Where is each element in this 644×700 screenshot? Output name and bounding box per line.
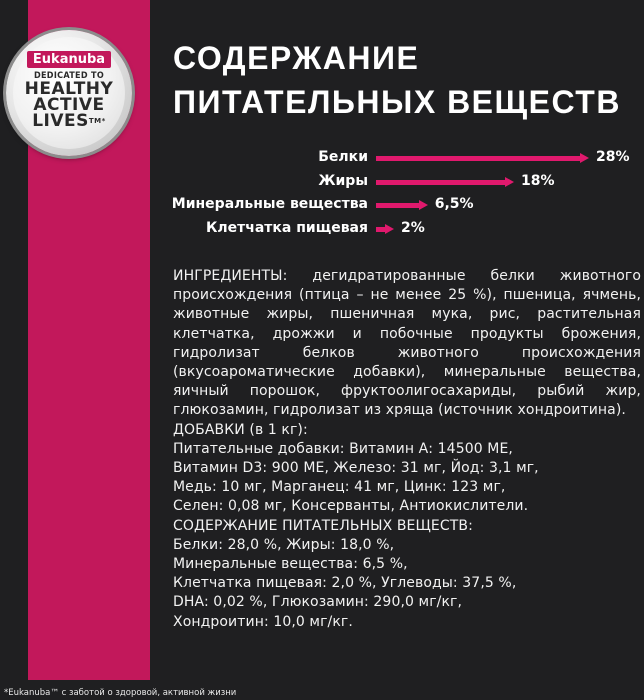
eukanuba-badge-logo: Eukanuba DEDICATED TO HEALTHY ACTIVE LIV… <box>6 30 132 156</box>
title-line1: СОДЕРЖАНИЕ <box>173 40 420 76</box>
nutrient-value: 2% <box>401 219 425 236</box>
additives-list: ДОБАВКИ (в 1 кг): Питательные добавки: Ви… <box>173 421 641 632</box>
nutrient-label: Жиры <box>318 172 368 189</box>
additives-line: Медь: 10 мг, Марганец: 41 мг, Цинк: 123 … <box>173 479 506 496</box>
title-line2: ПИТАТЕЛЬНЫХ ВЕЩЕСТВ <box>173 84 621 120</box>
additives-line: Белки: 28,0 %, Жиры: 18,0 %, <box>173 536 395 553</box>
additives-line: DHA: 0,02 %, Глюкозамин: 290,0 мг/кг, <box>173 594 463 611</box>
nutrient-row: Белки 28% <box>0 148 644 168</box>
badge-mark: TM* <box>88 117 106 125</box>
nutrient-bar <box>376 156 580 161</box>
ingredients-paragraph: ИНГРЕДИЕНТЫ: дегидратированные белки жив… <box>173 268 641 419</box>
additives-line: СОДЕРЖАНИЕ ПИТАТЕЛЬНЫХ ВЕЩЕСТВ: <box>173 517 473 534</box>
badge-line3: LIVES <box>32 111 89 131</box>
page-title: СОДЕРЖАНИЕ ПИТАТЕЛЬНЫХ ВЕЩЕСТВ <box>173 36 621 124</box>
additives-line: Хондроитин: 10,0 мг/кг. <box>173 613 353 630</box>
badge-line2: ACTIVE <box>33 95 105 115</box>
badge-brand: Eukanuba <box>26 51 112 68</box>
additives-line: Витамин D3: 900 МЕ, Железо: 31 мг, Йод: … <box>173 460 539 477</box>
additives-line: Питательные добавки: Витамин А: 14500 МЕ… <box>173 440 513 457</box>
nutrient-bar-arrow <box>418 200 428 210</box>
nutrient-row: Жиры 18% <box>0 172 644 192</box>
badge-line1: HEALTHY <box>24 79 114 99</box>
composition-text: ИНГРЕДИЕНТЫ: дегидратированные белки жив… <box>173 267 641 632</box>
nutrient-value: 6,5% <box>434 196 474 212</box>
nutrient-bar-arrow <box>385 223 394 234</box>
badge-line3-wrap: LIVESTM* <box>13 111 125 131</box>
nutrient-label: Белки <box>318 149 368 165</box>
nutrient-value: 18% <box>521 172 555 189</box>
nutrient-value: 28% <box>596 149 630 165</box>
nutrient-row: Клетчатка пищевая 2% <box>0 219 644 239</box>
badge-inner: Eukanuba DEDICATED TO HEALTHY ACTIVE LIV… <box>13 37 125 149</box>
nutrient-bar <box>376 203 419 208</box>
nutrient-bar-arrow <box>580 153 589 163</box>
nutrient-row: Минеральные вещества 6,5% <box>0 195 644 215</box>
footnote: *Eukanuba™ с заботой о здоровой, активно… <box>4 688 237 698</box>
additives-line: Минеральные вещества: 6,5 %, <box>173 556 408 573</box>
additives-line: Селен: 0,08 мг, Консерванты, Антиокислит… <box>173 498 529 515</box>
additives-line: Клетчатка пищевая: 2,0 %, Углеводы: 37,5… <box>173 575 517 592</box>
nutrient-bar <box>376 179 505 185</box>
additives-line: ДОБАВКИ (в 1 кг): <box>173 421 308 438</box>
nutrient-label: Минеральные вещества <box>171 196 368 212</box>
nutrient-label: Клетчатка пищевая <box>205 219 368 236</box>
nutrient-bar <box>376 226 385 232</box>
badge-dedicated: DEDICATED TO <box>33 71 105 81</box>
nutrient-bar-arrow <box>505 176 514 187</box>
